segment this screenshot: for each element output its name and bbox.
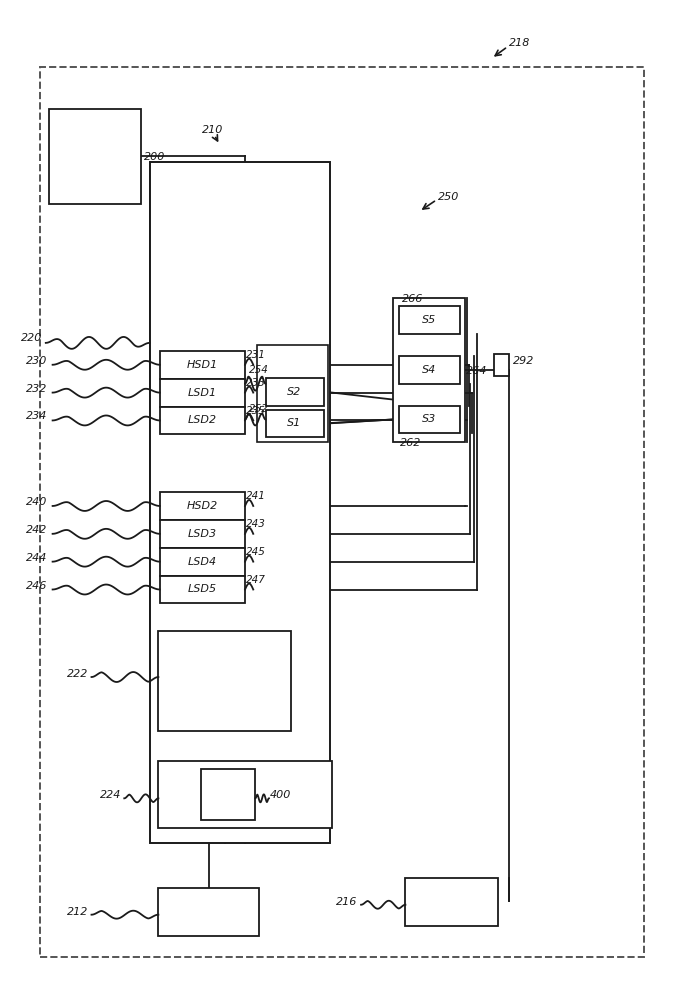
- Bar: [398, 406, 460, 433]
- Text: S5: S5: [422, 315, 436, 325]
- Bar: [266, 378, 323, 406]
- Text: 400: 400: [270, 790, 292, 800]
- Text: 200: 200: [144, 152, 165, 162]
- Text: 241: 241: [246, 491, 266, 501]
- Bar: [398, 356, 460, 384]
- Bar: [160, 520, 245, 548]
- Bar: [398, 306, 460, 334]
- Text: 292: 292: [513, 356, 535, 366]
- Text: 232: 232: [26, 384, 48, 394]
- Text: 222: 222: [67, 669, 88, 679]
- Text: 218: 218: [509, 38, 530, 48]
- Bar: [494, 354, 509, 376]
- Text: 254: 254: [248, 365, 268, 375]
- Bar: [266, 410, 323, 437]
- Text: 234: 234: [26, 411, 48, 421]
- Bar: [405, 878, 497, 926]
- Text: 246: 246: [26, 581, 48, 591]
- Bar: [160, 407, 245, 434]
- Text: 224: 224: [100, 790, 121, 800]
- Text: 266: 266: [402, 294, 423, 304]
- Bar: [393, 298, 466, 442]
- Text: LSD2: LSD2: [188, 415, 217, 425]
- Bar: [158, 631, 292, 731]
- Text: LSD3: LSD3: [188, 529, 217, 539]
- Text: 216: 216: [336, 897, 358, 907]
- Bar: [41, 67, 644, 957]
- Bar: [160, 548, 245, 576]
- Bar: [201, 768, 255, 820]
- Text: 235: 235: [246, 406, 266, 416]
- Bar: [158, 761, 332, 828]
- Text: 243: 243: [246, 519, 266, 529]
- Text: LSD4: LSD4: [188, 557, 217, 567]
- Text: 210: 210: [202, 125, 224, 135]
- Bar: [158, 888, 259, 936]
- Text: 264: 264: [466, 366, 487, 376]
- Text: 247: 247: [246, 575, 266, 585]
- Bar: [49, 109, 141, 204]
- Bar: [160, 351, 245, 379]
- Text: 240: 240: [26, 497, 48, 507]
- Text: 212: 212: [67, 907, 88, 917]
- Text: 242: 242: [26, 525, 48, 535]
- Text: LSD1: LSD1: [188, 388, 217, 398]
- Bar: [257, 345, 328, 442]
- Text: 230: 230: [26, 356, 48, 366]
- Text: 262: 262: [400, 438, 421, 448]
- Text: HSD1: HSD1: [186, 360, 218, 370]
- Text: HSD2: HSD2: [186, 501, 218, 511]
- Bar: [160, 379, 245, 407]
- Text: S1: S1: [288, 418, 301, 428]
- Bar: [160, 576, 245, 603]
- Text: 245: 245: [246, 547, 266, 557]
- Text: 244: 244: [26, 553, 48, 563]
- Text: S2: S2: [288, 387, 301, 397]
- Text: 233: 233: [246, 378, 266, 388]
- Text: 231: 231: [246, 350, 266, 360]
- Bar: [149, 162, 330, 843]
- Text: S3: S3: [422, 414, 436, 424]
- Bar: [160, 492, 245, 520]
- Text: LSD5: LSD5: [188, 584, 217, 594]
- Text: 252: 252: [248, 404, 268, 414]
- Text: S4: S4: [422, 365, 436, 375]
- Text: 220: 220: [21, 333, 43, 343]
- Text: 250: 250: [438, 192, 460, 202]
